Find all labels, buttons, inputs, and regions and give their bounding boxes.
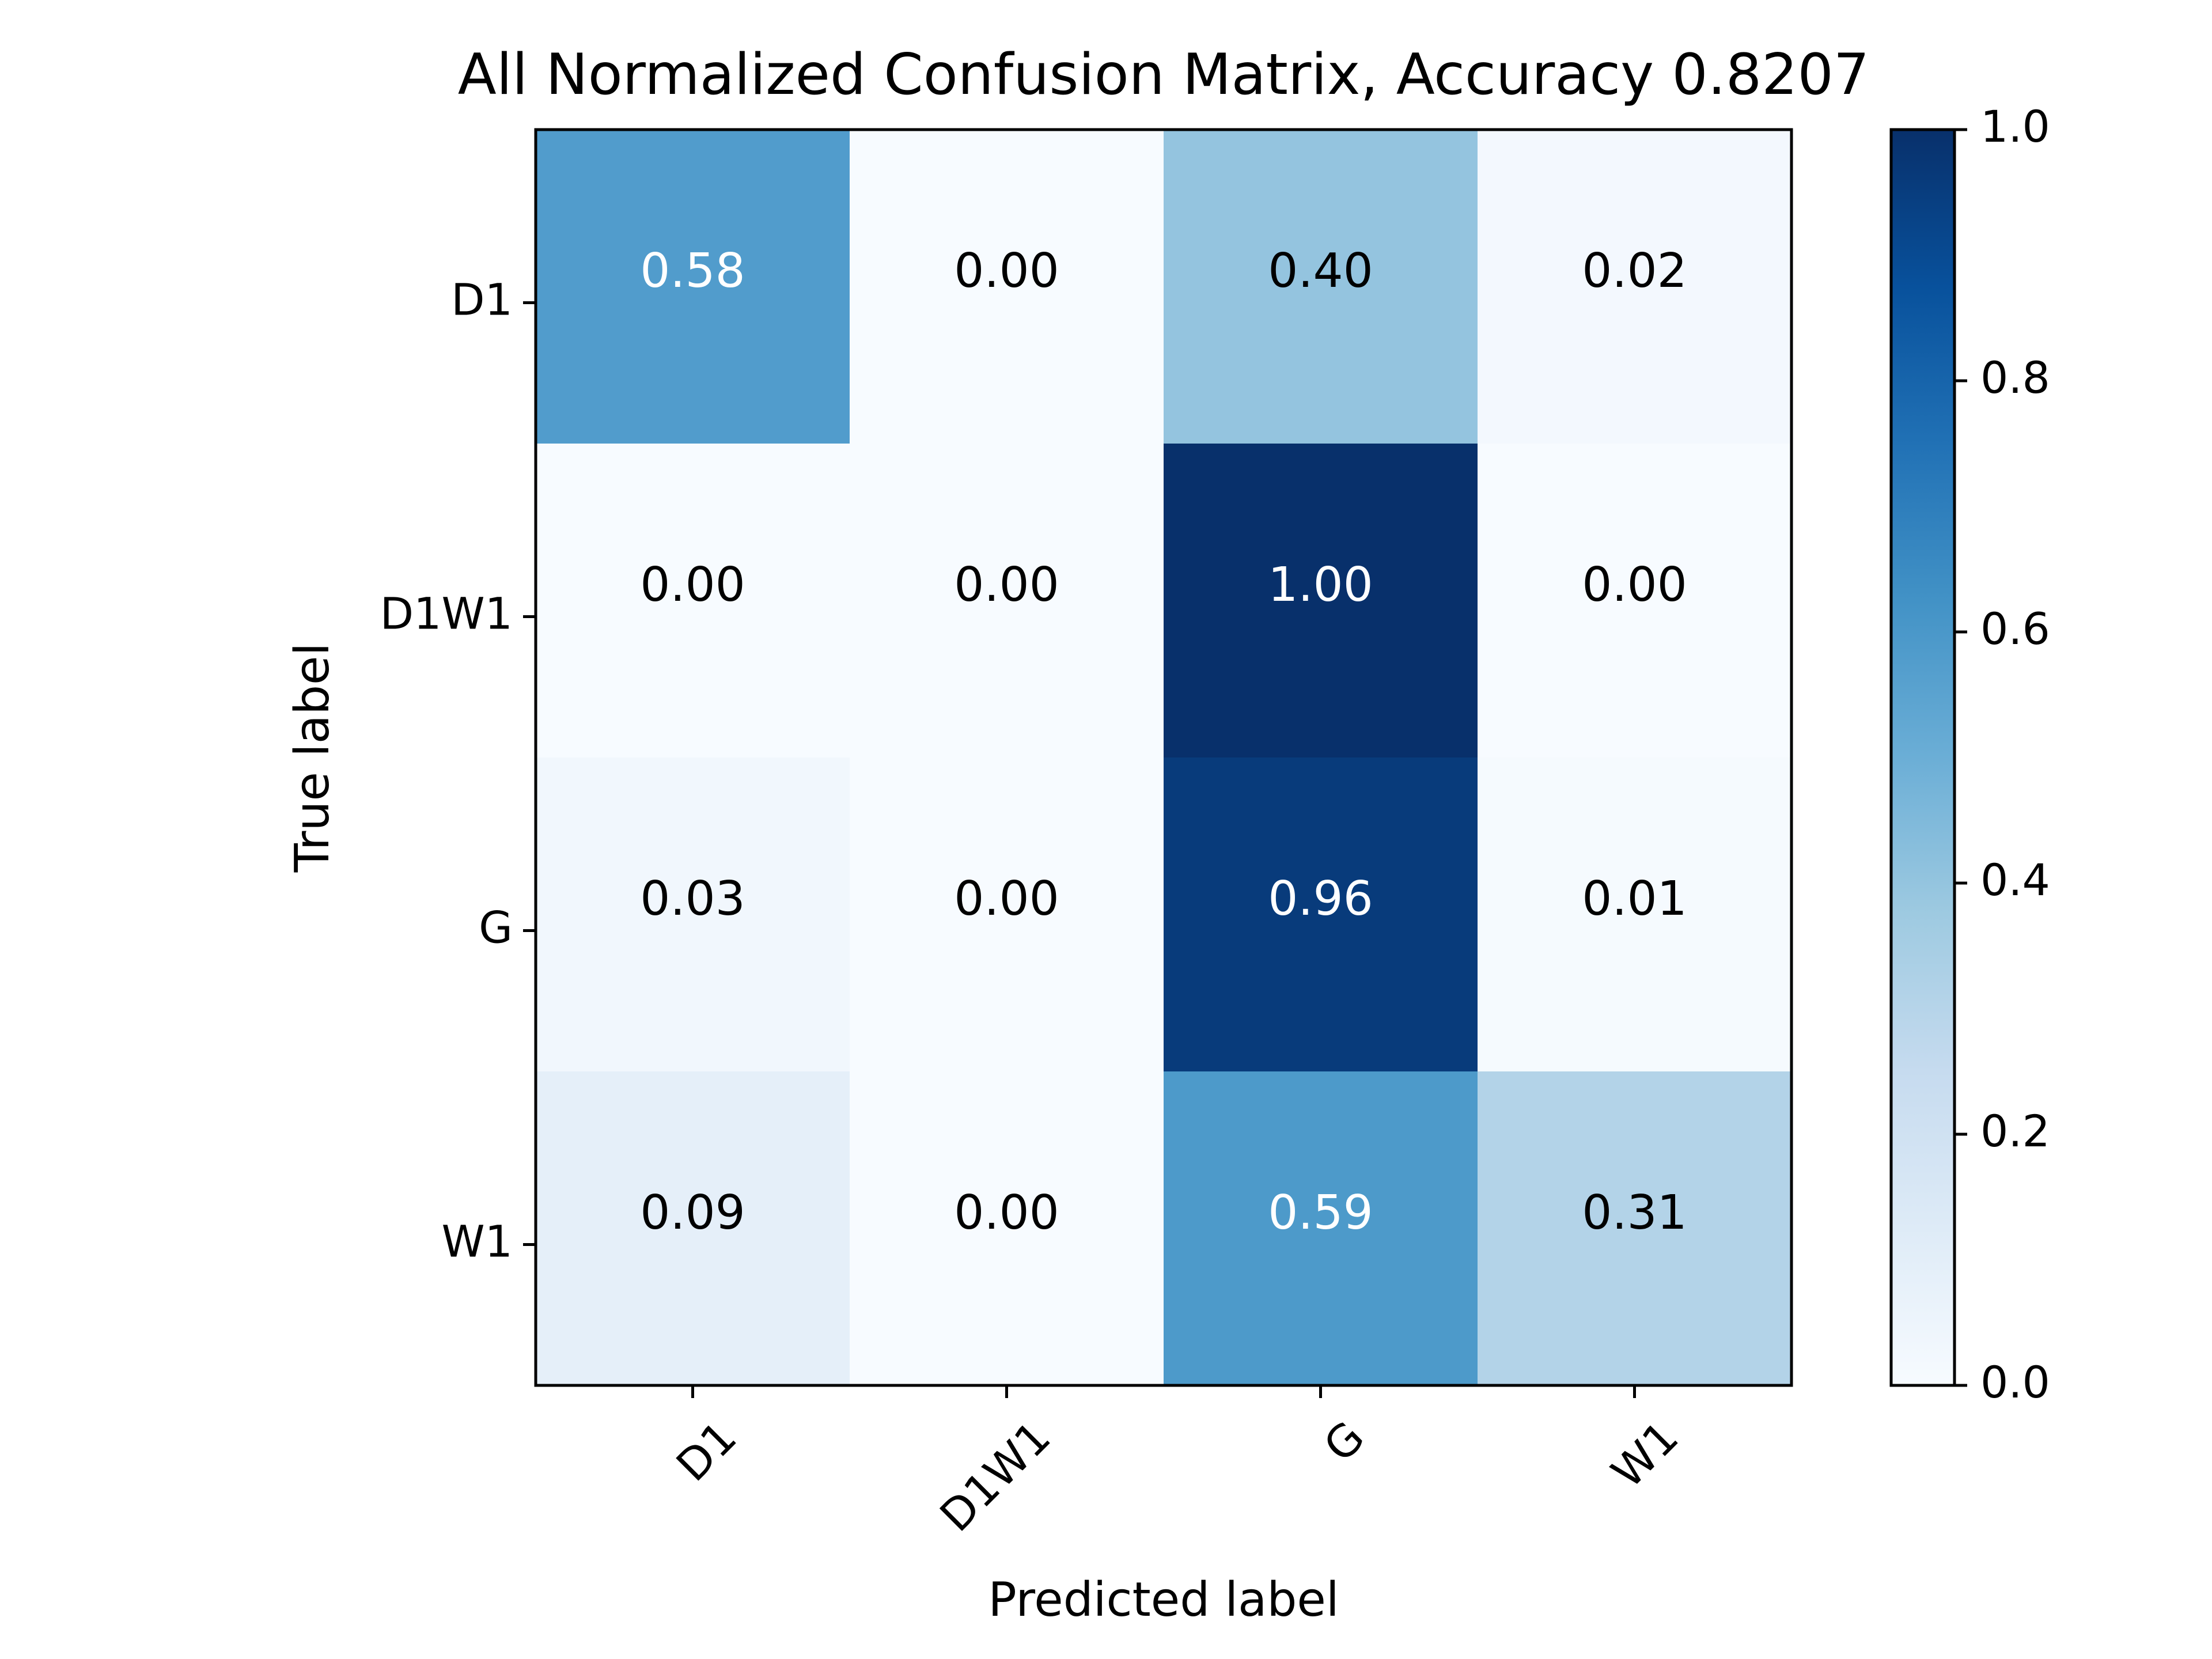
heatmap-cell	[850, 757, 1164, 1072]
cell-value-label: 0.96	[1268, 872, 1373, 926]
colorbar-tick-label: 0.4	[1980, 854, 2050, 906]
colorbar-tick-label: 0.6	[1980, 603, 2050, 654]
heatmap-cell	[1478, 130, 1792, 444]
colorbar	[1891, 130, 1955, 1385]
y-axis-ticks: D1 D1W1 G W1	[380, 274, 536, 1267]
plot-frame	[534, 128, 1793, 1387]
cell-value-label: 0.40	[1268, 244, 1373, 298]
chart-title: All Normalized Confusion Matrix, Accurac…	[458, 42, 1869, 108]
cell-value-labels: 0.58 0.00 0.40 0.02 0.00 0.00 1.00 0.00 0.03 0.00…	[640, 244, 1687, 1240]
cell-value-label: 0.59	[1268, 1185, 1373, 1240]
colorbar-tick-label: 1.0	[1980, 101, 2050, 152]
cell-value-label: 0.00	[1582, 558, 1687, 612]
cell-value-label: 1.00	[1268, 558, 1373, 612]
heatmap-cell	[536, 757, 850, 1072]
y-tick-label: D1	[451, 274, 513, 325]
heatmap-cell	[1164, 444, 1478, 758]
heatmap-cell	[850, 130, 1164, 444]
heatmap-cell	[1478, 757, 1792, 1072]
cell-value-label: 0.00	[954, 244, 1059, 298]
x-tick-label: G	[1314, 1411, 1374, 1472]
x-tick-label: W1	[1601, 1411, 1688, 1498]
colorbar-tick-label: 0.2	[1980, 1105, 2050, 1157]
colorbar-frame	[1889, 128, 1956, 1387]
cell-value-label: 0.00	[640, 558, 745, 612]
heatmap-cell	[536, 130, 850, 444]
x-tick-label: D1	[666, 1411, 747, 1491]
heatmap-cell	[1478, 1071, 1792, 1386]
cell-value-label: 0.01	[1582, 872, 1687, 926]
y-axis-label: True label	[285, 643, 340, 873]
heatmap-cell	[850, 444, 1164, 758]
cell-value-label: 0.58	[640, 244, 745, 298]
x-axis-label: Predicted label	[988, 1573, 1339, 1627]
cell-value-label: 0.00	[954, 558, 1059, 612]
cell-value-label: 0.31	[1582, 1185, 1687, 1240]
heatmap-cell	[850, 1071, 1164, 1386]
heatmap-cells	[536, 130, 1792, 1386]
cell-value-label: 0.03	[640, 872, 745, 926]
heatmap-cell	[1164, 757, 1478, 1072]
y-tick-label: G	[479, 902, 513, 953]
cell-value-label: 0.00	[954, 872, 1059, 926]
cell-value-label: 0.02	[1582, 244, 1687, 298]
heatmap-cell	[1164, 1071, 1478, 1386]
x-axis-ticks: D1 D1W1 G W1	[666, 1385, 1688, 1541]
y-tick-label: D1W1	[380, 588, 513, 639]
cell-value-label: 0.09	[640, 1185, 745, 1240]
heatmap-cell	[1164, 130, 1478, 444]
colorbar-ticks: 0.0 0.2 0.4 0.6 0.8 1.0	[1955, 101, 2050, 1408]
x-tick-label: D1W1	[930, 1411, 1060, 1541]
y-tick-label: W1	[442, 1215, 513, 1267]
heatmap-cell	[536, 1071, 850, 1386]
heatmap-cell	[536, 444, 850, 758]
cell-value-label: 0.00	[954, 1185, 1059, 1240]
colorbar-tick-label: 0.8	[1980, 352, 2050, 403]
heatmap-cell	[1478, 444, 1792, 758]
colorbar-tick-label: 0.0	[1980, 1357, 2050, 1408]
